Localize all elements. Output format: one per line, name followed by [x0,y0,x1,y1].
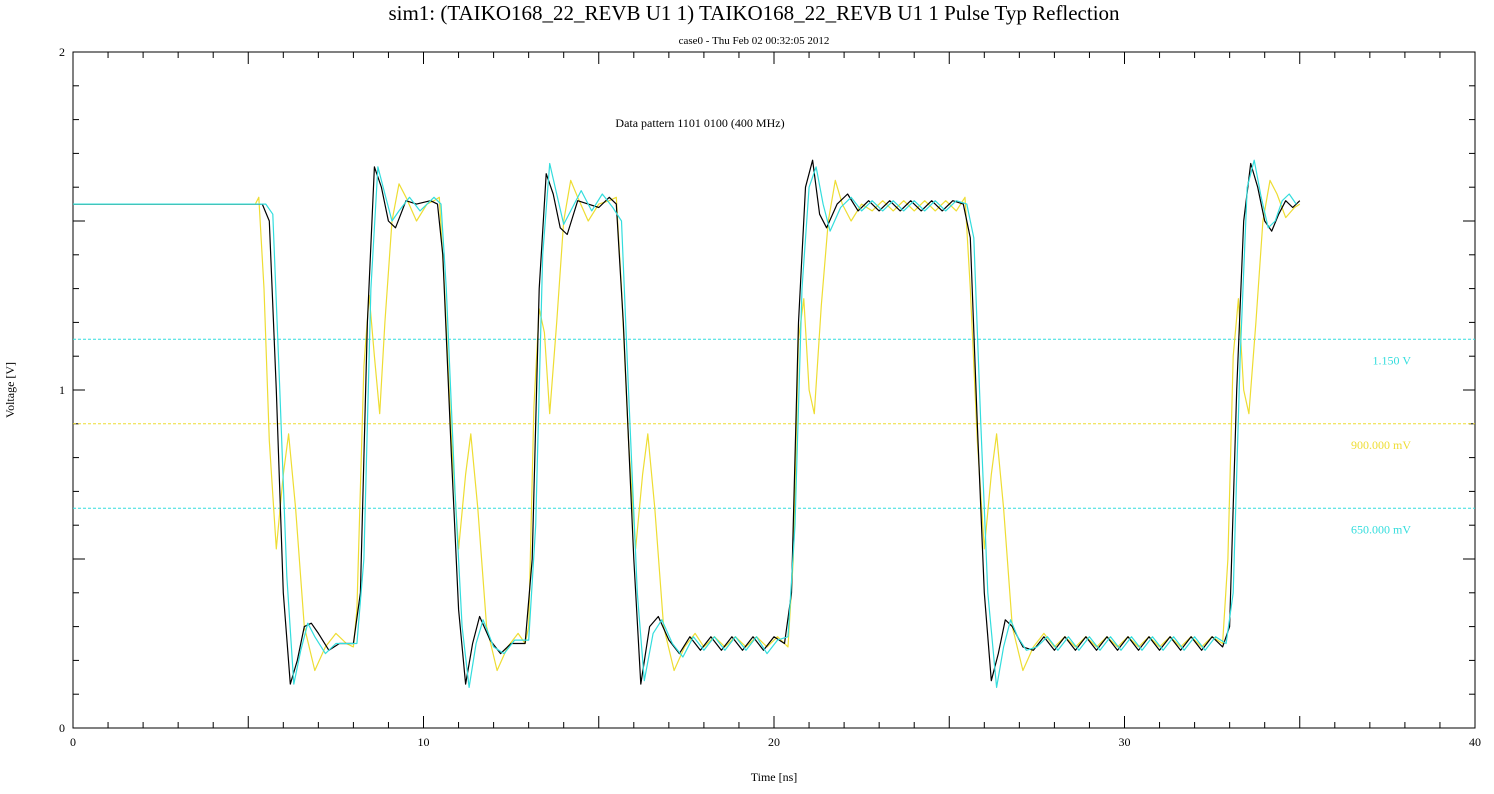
threshold-label: 1.150 V [1373,353,1412,367]
x-tick-label: 10 [418,735,430,749]
axis-ticks [72,51,1476,729]
x-tick-label: 40 [1469,735,1481,749]
chart-subtitle: case0 - Thu Feb 02 00:32:05 2012 [679,35,830,47]
y-tick-label: 0 [59,721,65,735]
threshold-lines: 1.150 V 900.000 mV 650.000 mV [73,338,1475,536]
x-axis-label: Time [ns] [751,770,798,784]
y-tick-label: 1 [59,383,65,397]
threshold-label: 650.000 mV [1351,522,1411,536]
x-tick-label: 20 [768,735,780,749]
data-pattern-annotation: Data pattern 1101 0100 (400 MHz) [615,116,784,130]
plot-area [72,51,1476,729]
x-tick-label: 0 [70,735,76,749]
chart-title: sim1: (TAIKO168_22_REVB U1 1) TAIKO168_2… [388,1,1120,25]
axis-tick-labels: 0 10 20 30 40 0 1 2 [59,45,1481,749]
waveform-series [73,159,1301,689]
waveform-line [73,159,1301,685]
threshold-label: 900.000 mV [1351,438,1411,452]
y-axis-label: Voltage [V] [3,362,17,418]
x-tick-label: 30 [1119,735,1131,749]
y-tick-label: 2 [59,45,65,59]
waveform-line [73,159,1297,689]
